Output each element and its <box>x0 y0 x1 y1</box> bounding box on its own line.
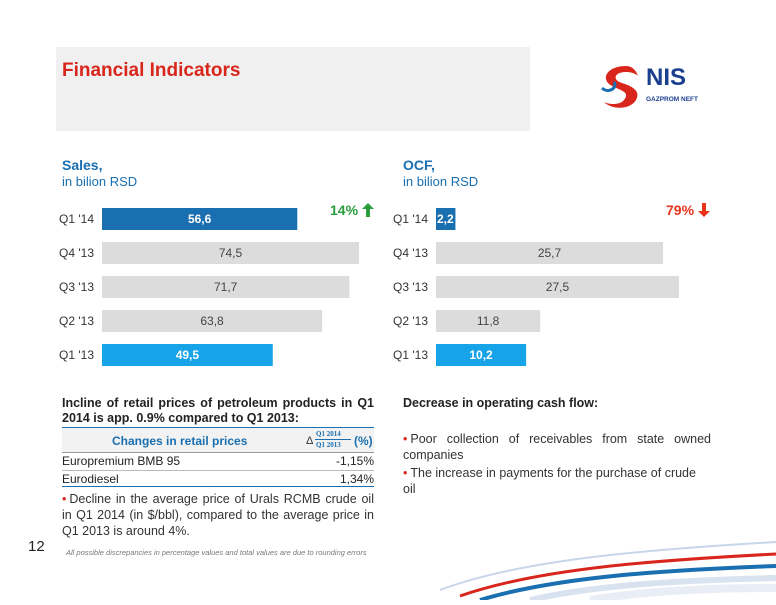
ocf-chart: Q1 '14 2,2 Q4 '13 25,7 Q3 '13 27,5 Q2 '13 11,8 Q… <box>380 200 700 366</box>
value-label: 74,5 <box>219 246 243 260</box>
ocf-title: OCF, <box>403 157 435 173</box>
arrow-down-icon <box>697 203 710 217</box>
row-value: 1,34% <box>339 472 374 486</box>
sales-change: 14% <box>330 202 374 218</box>
bar <box>436 242 664 264</box>
category-label: Q2 '13 <box>59 314 94 328</box>
ocf-heading: Decrease in operating cash flow: <box>403 396 599 410</box>
table-top-rule <box>62 427 374 428</box>
table-row: Eurodiesel 1,34% <box>62 471 374 487</box>
bar <box>436 276 679 298</box>
value-label: 56,6 <box>188 212 212 226</box>
ocf-bullet-text: The increase in payments for the purchas… <box>403 466 696 496</box>
swoosh-decoration-icon <box>439 541 776 604</box>
logo-brand: NIS <box>646 64 687 91</box>
ocf-subtitle: in bilion RSD <box>403 174 479 189</box>
urals-bullet: • Decline in the average price of Urals R… <box>62 491 374 539</box>
list-item: • The increase in payments for the purcha… <box>403 465 711 497</box>
sales-chart-svg: Q1 '14 56,6 Q4 '13 74,5 Q3 '13 71,7 Q2 '13 63,8… <box>59 208 360 366</box>
footer-swoosh <box>439 520 776 604</box>
category-label: Q1 '14 <box>59 212 94 226</box>
bar <box>436 344 527 366</box>
category-label: Q3 '13 <box>59 280 94 294</box>
row-value: -1,15% <box>335 454 374 468</box>
delta-numerator: Q1 2014 <box>316 430 341 438</box>
arrow-up-icon <box>361 203 374 217</box>
fraction-line <box>315 439 351 440</box>
retail-col2-header: Δ Q1 2014 Q1 2013 (%) <box>306 429 373 451</box>
value-label: 2,2 <box>437 212 454 226</box>
category-label: Q1 '13 <box>59 348 94 362</box>
bar <box>102 310 323 332</box>
ocf-chart-svg: Q1 '14 2,2 Q4 '13 25,7 Q3 '13 27,5 Q2 '13 11,8 Q… <box>393 208 679 366</box>
category-label: Q1 '14 <box>393 212 428 226</box>
value-label: 10,2 <box>469 348 493 362</box>
sales-title: Sales, <box>62 157 103 173</box>
category-label: Q4 '13 <box>393 246 428 260</box>
retail-col1-header: Changes in retail prices <box>112 434 248 448</box>
table-row-rule <box>62 470 374 471</box>
value-label: 49,5 <box>176 348 200 362</box>
table-row: Europremium BMB 95 -1,15% <box>62 454 374 470</box>
page-title: Financial Indicators <box>62 60 241 81</box>
bullet-dot-icon: • <box>62 492 67 506</box>
delta-denominator: Q1 2013 <box>316 441 341 449</box>
value-label: 71,7 <box>214 280 238 294</box>
list-item: • Poor collection of receivables from sta… <box>403 431 711 463</box>
value-label: 11,8 <box>477 314 500 328</box>
value-label: 27,5 <box>546 280 570 294</box>
bar <box>436 310 541 332</box>
category-label: Q3 '13 <box>393 280 428 294</box>
logo-tagline: GAZPROM NEFT <box>646 96 698 103</box>
bar <box>102 242 360 264</box>
retail-table-header: Changes in retail prices Δ Q1 2014 Q1 20… <box>62 428 374 452</box>
bullet-dot-icon: • <box>403 432 408 446</box>
value-label: 63,8 <box>200 314 224 328</box>
sales-change-pct: 14% <box>330 202 359 218</box>
bar <box>102 208 298 230</box>
row-name: Europremium BMB 95 <box>62 454 181 468</box>
ocf-change-pct: 79% <box>666 202 695 218</box>
retail-heading: Incline of retail prices of petroleum pr… <box>62 396 374 425</box>
ocf-bullet-text: Poor collection of receivables from stat… <box>403 432 711 462</box>
table-bottom-rule <box>62 486 374 487</box>
row-name: Eurodiesel <box>62 472 119 486</box>
sales-subtitle: in bilion RSD <box>62 174 138 189</box>
footer-note: All possible discrepancies in percentage… <box>66 548 367 557</box>
category-label: Q1 '13 <box>393 348 428 362</box>
nis-logo: NIS GAZPROM NEFT <box>596 58 716 118</box>
value-label: 25,7 <box>538 246 562 260</box>
table-header-rule <box>62 452 374 453</box>
sales-chart: Q1 '14 56,6 Q4 '13 74,5 Q3 '13 71,7 Q2 '13 63,8… <box>40 200 360 366</box>
bar <box>436 208 456 230</box>
bar <box>102 276 350 298</box>
delta-symbol: Δ <box>306 435 314 447</box>
bullet-dot-icon: • <box>403 466 408 480</box>
category-label: Q2 '13 <box>393 314 428 328</box>
urals-bullet-text: Decline in the average price of Urals RC… <box>62 492 374 538</box>
ocf-change: 79% <box>666 202 710 218</box>
title-band <box>56 47 530 131</box>
delta-unit: (%) <box>354 434 373 448</box>
category-label: Q4 '13 <box>59 246 94 260</box>
page-number: 12 <box>28 538 45 555</box>
nis-logo-icon <box>600 66 638 108</box>
bar <box>102 344 273 366</box>
